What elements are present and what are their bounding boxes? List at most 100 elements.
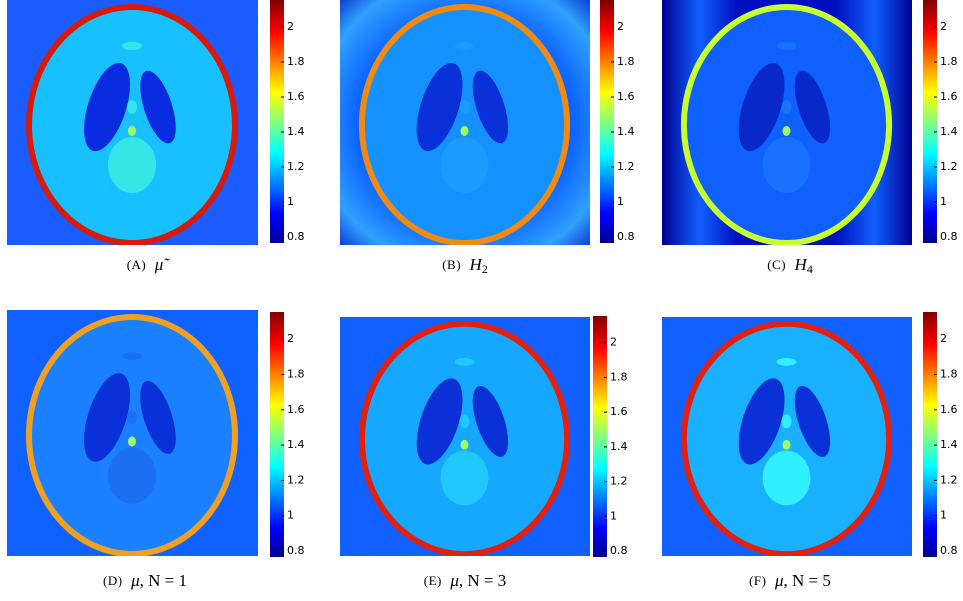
center-blob — [762, 137, 811, 193]
colorbar — [600, 0, 614, 243]
caption-rest: , N = 5 — [784, 571, 831, 590]
panel: 0.8 1 1.2 1.4 1.6 1.8 2 (D) μ, N = 1 — [7, 310, 305, 590]
colorbar-tick-label: 1.6 — [610, 405, 628, 418]
colorbar-tick-label: 0.8 — [940, 230, 958, 243]
left-ventricle — [84, 373, 130, 462]
left-ventricle — [84, 62, 130, 152]
caption-symbol: H — [794, 255, 809, 274]
colorbar-tick-label: 1.8 — [617, 55, 635, 68]
colorbar-tick-label: 1.8 — [940, 367, 958, 380]
colorbar-tick-label: 2 — [287, 20, 294, 33]
right-ventricle — [472, 70, 509, 144]
caption-tag: (E) — [424, 573, 442, 588]
small-dot — [776, 357, 797, 366]
colorbar-tick-label: 1 — [940, 509, 947, 522]
colorbar-tick-label: 0.8 — [940, 544, 958, 557]
left-ventricle — [738, 62, 785, 152]
left-ventricle — [416, 378, 463, 465]
colorbar-tick-label: 1.6 — [287, 403, 305, 416]
caption: (D) μ, N = 1 — [103, 571, 187, 590]
caption-symbol: μ — [130, 571, 140, 590]
caption-symbol: H — [469, 255, 484, 274]
left-ventricle — [738, 378, 785, 465]
caption-space — [146, 255, 155, 274]
colorbar — [270, 0, 284, 243]
small-dot — [122, 352, 142, 361]
caption-tag: (B) — [442, 257, 461, 272]
small-dot — [782, 126, 791, 136]
caption-rest: , N = 3 — [459, 571, 506, 590]
caption-space — [786, 255, 795, 274]
small-dot — [128, 126, 136, 136]
panel: 0.811.21.41.61.82(B) H2 — [340, 0, 635, 276]
center-blob — [440, 137, 489, 193]
colorbar-tick-label: 1.6 — [940, 90, 958, 103]
small-dot — [781, 100, 792, 114]
small-dot — [127, 410, 137, 425]
caption: (E) μ, N = 3 — [424, 571, 507, 590]
caption-tag: (D) — [103, 573, 123, 588]
phantom-image — [340, 317, 590, 556]
left-ventricle — [416, 62, 463, 152]
phantom-image — [340, 0, 590, 245]
caption-space — [123, 571, 132, 590]
colorbar — [270, 312, 284, 557]
caption-space — [442, 571, 451, 590]
caption-space — [461, 255, 470, 274]
colorbar-tick-label: 1.6 — [940, 403, 958, 416]
center-blob — [762, 450, 811, 506]
colorbar-tick-label: 1.4 — [940, 125, 958, 138]
colorbar — [923, 312, 937, 557]
colorbar-tick-label: 0.8 — [610, 544, 628, 557]
colorbar-tick-label: 0.8 — [287, 544, 305, 557]
small-dot — [781, 414, 792, 429]
center-blob — [440, 450, 489, 506]
small-dot — [460, 439, 469, 450]
caption: (B) H2 — [442, 255, 488, 276]
small-dot — [460, 126, 469, 136]
colorbar-tick-label: 1 — [287, 195, 294, 208]
caption-space — [766, 571, 775, 590]
colorbar-tick-label: 1.8 — [940, 55, 958, 68]
colorbar-tick-label: 2 — [617, 20, 624, 33]
caption-tag: (A) — [127, 257, 147, 272]
colorbar — [593, 316, 607, 557]
outer-ring — [26, 314, 238, 556]
caption-tag: (C) — [767, 257, 786, 272]
outer-ring — [680, 4, 893, 245]
colorbar-tick-label: 1.2 — [287, 473, 305, 486]
colorbar-tick-label: 1.4 — [940, 438, 958, 451]
center-blob — [108, 447, 156, 504]
caption-symbol: μ — [449, 571, 459, 590]
phantom-image — [662, 317, 912, 556]
caption: (A) μ̃ — [127, 255, 171, 274]
colorbar-tick-label: 1.4 — [287, 438, 305, 451]
phantom-image — [7, 310, 258, 556]
outer-ring — [358, 320, 571, 556]
colorbar-tick-label: 1.6 — [617, 90, 635, 103]
caption-tag: (F) — [749, 573, 766, 588]
center-blob — [108, 137, 156, 193]
small-dot — [459, 100, 470, 114]
colorbar-tick-label: 1.6 — [287, 90, 305, 103]
panel: 0.8 1 1.2 1.4 1.6 1.8 2 (C) H4 — [662, 0, 958, 276]
small-dot — [459, 414, 470, 429]
right-ventricle — [794, 70, 831, 144]
small-dot — [782, 439, 791, 450]
caption-symbol: μ̃ — [154, 255, 171, 274]
colorbar-tick-label: 1 — [617, 195, 624, 208]
colorbar-tick-label: 1.4 — [617, 125, 635, 138]
phantom-image — [7, 0, 258, 245]
colorbar-tick-label: 1.4 — [610, 440, 628, 453]
colorbar-tick-label: 1.8 — [610, 370, 628, 383]
right-ventricle — [472, 385, 509, 457]
colorbar-tick-label: 1 — [287, 509, 294, 522]
colorbar-tick-label: 1.2 — [287, 160, 305, 173]
small-dot — [128, 436, 136, 447]
outer-ring — [680, 320, 893, 556]
small-dot — [122, 42, 142, 50]
colorbar-tick-label: 2 — [610, 336, 617, 349]
right-ventricle — [794, 385, 831, 457]
right-ventricle — [140, 70, 176, 144]
